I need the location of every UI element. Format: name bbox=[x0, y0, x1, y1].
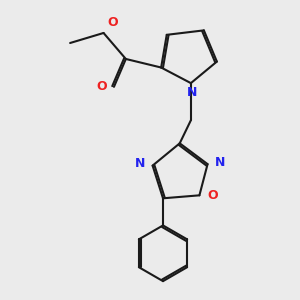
Text: O: O bbox=[107, 16, 118, 29]
Text: N: N bbox=[186, 86, 197, 99]
Text: O: O bbox=[208, 189, 218, 202]
Text: O: O bbox=[97, 80, 107, 93]
Text: N: N bbox=[135, 157, 145, 170]
Text: N: N bbox=[215, 156, 225, 169]
